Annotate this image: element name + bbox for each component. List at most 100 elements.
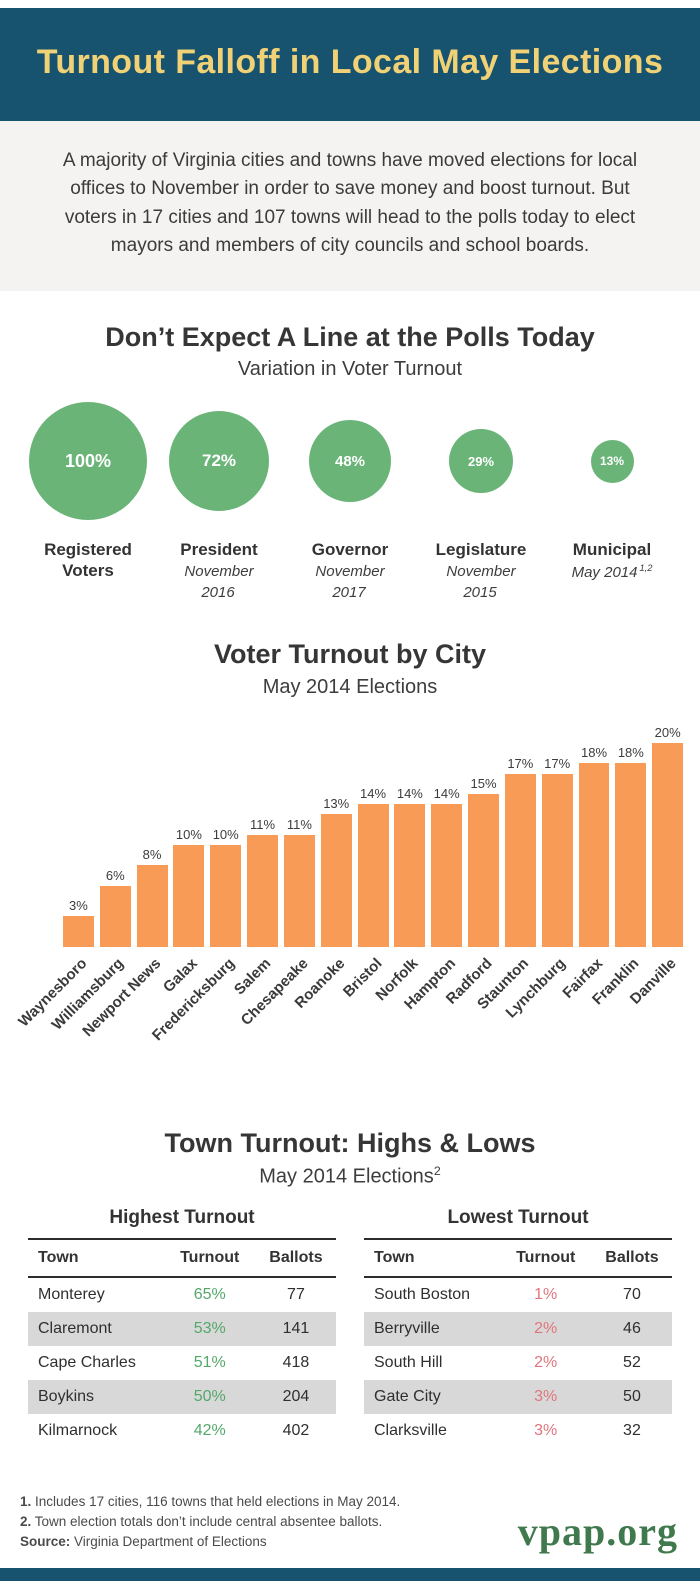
town-cell: Cape Charles bbox=[38, 1353, 136, 1371]
bubble-footnote-marker: 1,2 bbox=[639, 563, 653, 574]
turnout-cell: 50% bbox=[193, 1387, 226, 1405]
ballots-cell: 32 bbox=[623, 1421, 641, 1439]
bar-column: 17% Staunton bbox=[474, 711, 539, 1093]
bar-stack: 10% bbox=[170, 711, 207, 947]
turnout-cell: 65% bbox=[193, 1285, 226, 1303]
bar-stack: 13% bbox=[318, 711, 355, 947]
turnout-cell: 51% bbox=[193, 1353, 226, 1371]
bar-category: Radford bbox=[443, 947, 502, 1093]
bar-stack: 11% bbox=[244, 711, 281, 947]
turnout-bubble: 29% bbox=[449, 429, 513, 494]
bubble-sublabel-text: November 2015 bbox=[446, 563, 516, 601]
lowest-turnout-table: Lowest Turnout Town Turnout Ballots Sout… bbox=[364, 1207, 672, 1448]
footnote-2-text: Town election totals don’t include centr… bbox=[34, 1513, 383, 1529]
bar-category: Fredericksburg bbox=[149, 947, 244, 1093]
bar-value-label: 17% bbox=[507, 755, 534, 771]
bar-value-label: 6% bbox=[105, 867, 125, 883]
town-cell: South Hill bbox=[374, 1353, 443, 1371]
bubble-percent: 13% bbox=[599, 454, 625, 469]
tables-subtitle: May 2014 Elections2 bbox=[28, 1164, 672, 1189]
col-header-ballots: Ballots bbox=[255, 1238, 336, 1278]
bubble-item: 48% Governor November 2017 bbox=[285, 397, 416, 604]
bar bbox=[615, 762, 647, 947]
bar-category: Danville bbox=[627, 947, 686, 1093]
table-row: Gate City 3% 50 bbox=[364, 1379, 672, 1414]
bubble-sublabel: November 2017 bbox=[302, 562, 398, 602]
table-row: Kilmarnock 42% 402 bbox=[28, 1414, 336, 1448]
town-cell: Clarksville bbox=[374, 1421, 447, 1439]
turnout-bubble: 48% bbox=[309, 420, 391, 503]
bar-column: 8% Newport News bbox=[79, 711, 171, 1093]
turnout-bubble: 13% bbox=[590, 439, 634, 483]
bubble-percent: 48% bbox=[334, 452, 366, 470]
ballots-cell: 418 bbox=[282, 1353, 310, 1371]
header: Turnout Falloff in Local May Elections bbox=[0, 8, 700, 121]
bar-category: Roanoke bbox=[291, 947, 355, 1093]
bar-column: 14% Hampton bbox=[401, 711, 465, 1093]
vpap-logo[interactable]: vpap.org bbox=[517, 1509, 678, 1555]
bar-stack: 8% bbox=[134, 711, 171, 947]
bar-column: 11% Salem bbox=[231, 711, 281, 1093]
bubble-circle-wrap: 72% bbox=[169, 397, 269, 525]
bubble-label: Registered Voters bbox=[44, 540, 132, 581]
bar-value-label: 14% bbox=[433, 785, 460, 801]
bar bbox=[283, 834, 315, 947]
bar-value-label: 13% bbox=[323, 795, 350, 811]
footnote-2-marker: 2. bbox=[20, 1513, 32, 1529]
bubble-sublabel: November 2015 bbox=[433, 562, 529, 602]
bar-value-label: 20% bbox=[654, 724, 681, 740]
table-header-row: Town Turnout Ballots bbox=[364, 1238, 672, 1278]
col-header-turnout: Turnout bbox=[163, 1238, 256, 1278]
bar bbox=[357, 803, 389, 947]
turnout-cell: 3% bbox=[534, 1421, 558, 1439]
col-header-turnout: Turnout bbox=[499, 1238, 592, 1278]
turnout-cell: 3% bbox=[534, 1387, 558, 1405]
intro-text: A majority of Virginia cities and towns … bbox=[62, 149, 638, 257]
bar-column: 14% Norfolk bbox=[373, 711, 428, 1093]
bar-category: Fairfax bbox=[559, 947, 613, 1093]
town-cell: Monterey bbox=[38, 1285, 105, 1303]
bar bbox=[541, 773, 573, 947]
highest-turnout-title: Highest Turnout bbox=[109, 1206, 255, 1228]
ballots-cell: 52 bbox=[623, 1353, 641, 1371]
intro-section: A majority of Virginia cities and towns … bbox=[0, 120, 700, 291]
ballots-cell: 204 bbox=[282, 1387, 310, 1405]
bar-value-label: 14% bbox=[360, 785, 387, 801]
bubble-label: Legislature bbox=[435, 540, 527, 560]
bar-value-label: 11% bbox=[286, 816, 312, 832]
ballots-cell: 46 bbox=[623, 1319, 641, 1337]
bar bbox=[247, 834, 279, 947]
table-row: Claremont 53% 141 bbox=[28, 1311, 336, 1346]
ballots-cell: 70 bbox=[623, 1285, 641, 1303]
bottom-accent-bar bbox=[0, 1568, 700, 1581]
bubble-sublabel-text: May 2014 bbox=[571, 564, 638, 582]
turnout-bubble: 100% bbox=[29, 402, 147, 521]
footnote-2: 2. Town election totals don’t include ce… bbox=[20, 1512, 400, 1532]
turnout-cell: 2% bbox=[534, 1353, 558, 1371]
bar-value-label: 8% bbox=[142, 846, 162, 862]
town-cell: Kilmarnock bbox=[38, 1421, 118, 1439]
bar-column: 10% Fredericksburg bbox=[149, 711, 244, 1093]
bar-category: Chesapeake bbox=[237, 947, 318, 1093]
bubble-label: Municipal bbox=[572, 540, 652, 560]
footnote-1-text: Includes 17 cities, 116 towns that held … bbox=[35, 1493, 401, 1509]
col-header-town: Town bbox=[28, 1238, 164, 1278]
bar-category: Bristol bbox=[339, 947, 392, 1093]
bar-column: 20% Danville bbox=[627, 711, 686, 1093]
bar-column: 14% Bristol bbox=[339, 711, 392, 1093]
town-cell: Gate City bbox=[374, 1387, 441, 1405]
turnout-cell: 53% bbox=[193, 1319, 226, 1337]
bar bbox=[136, 864, 168, 947]
bar-category: Lynchburg bbox=[503, 947, 576, 1093]
table-row: Clarksville 3% 32 bbox=[364, 1414, 672, 1448]
bubble-section-title: Don’t Expect A Line at the Polls Today bbox=[105, 321, 595, 352]
turnout-cell: 2% bbox=[534, 1319, 558, 1337]
bar-chart-title: Voter Turnout by City bbox=[214, 639, 486, 670]
bubble-sublabel: November 2016 bbox=[171, 562, 267, 602]
bar bbox=[210, 844, 242, 947]
bar bbox=[652, 742, 684, 947]
bar-stack: 14% bbox=[355, 711, 392, 947]
bar-category: Franklin bbox=[590, 947, 649, 1093]
bar-stack: 17% bbox=[539, 711, 576, 947]
tables-footnote-marker: 2 bbox=[433, 1163, 441, 1178]
